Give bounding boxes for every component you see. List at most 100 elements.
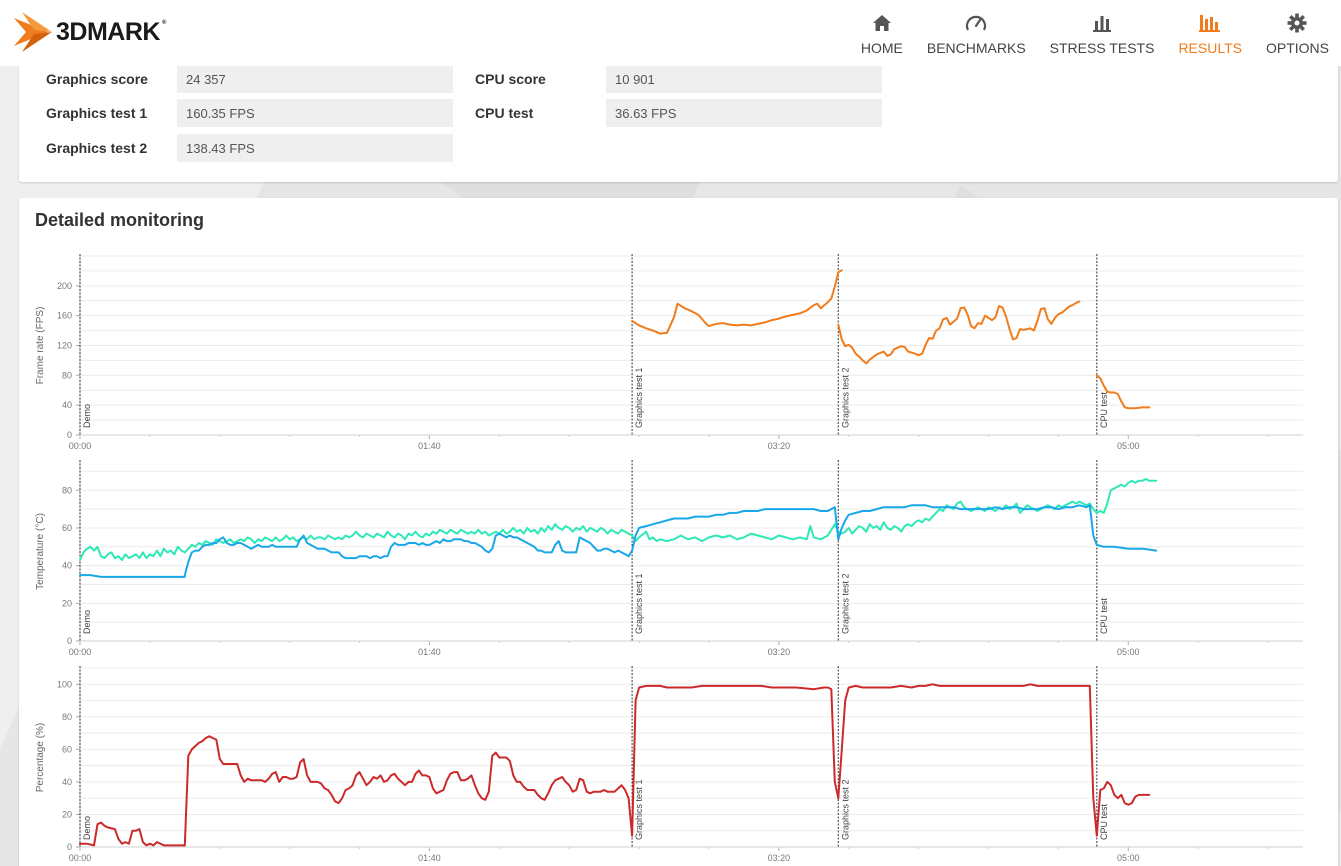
cpu-score-label: CPU score	[475, 71, 546, 87]
results-icon	[1199, 12, 1221, 34]
test-marker-label: Demo	[82, 610, 92, 634]
series-line	[1095, 374, 1151, 410]
series-line	[631, 523, 840, 543]
series-line	[837, 300, 1081, 365]
graphics-score-label: Graphics score	[46, 71, 148, 87]
graphics-test2-label: Graphics test 2	[46, 140, 148, 156]
test-marker-label: CPU test	[1099, 391, 1109, 428]
chart-1: 0 40 80 120 160 200 Frame rate (FPS) 00:00 01:40…	[35, 254, 1303, 451]
series-line	[1095, 543, 1158, 552]
nav-results-label: RESULTS	[1178, 40, 1242, 56]
graphics-score-row: Graphics score 24 357	[46, 65, 453, 93]
cpu-test-value: 36.63 FPS	[606, 99, 882, 127]
y-tick-label: 20	[62, 809, 72, 819]
nav-options[interactable]: OPTIONS	[1266, 0, 1329, 66]
y-tick-label: 80	[62, 712, 72, 722]
graphics-test2-row: Graphics test 2 138.43 FPS	[46, 134, 453, 162]
cpu-test-label: CPU test	[475, 105, 534, 121]
x-tick-label: 05:00	[1117, 647, 1140, 657]
monitoring-card: Detailed monitoring 0 40 80 120 160 200 Frame …	[19, 198, 1338, 866]
y-tick-label: 40	[62, 777, 72, 787]
x-tick-label: 01:40	[418, 853, 441, 863]
y-tick-label: 80	[62, 485, 72, 495]
monitoring-title: Detailed monitoring	[35, 210, 205, 230]
x-tick-label: 00:00	[69, 853, 92, 863]
app-header: 3DMARK ® HOME BENCHMARKS STRESS TESTS RES…	[0, 0, 1341, 66]
series-line	[837, 504, 1098, 546]
graphics-score-value: 24 357	[177, 65, 453, 93]
y-tick-label: 120	[57, 341, 72, 351]
test-marker-label: Graphics test 1	[634, 779, 644, 840]
x-tick-label: 03:20	[768, 853, 791, 863]
test-marker-label: Graphics test 1	[634, 367, 644, 428]
nav-benchmarks[interactable]: BENCHMARKS	[927, 0, 1026, 66]
x-tick-label: 03:20	[768, 441, 791, 451]
test-marker-label: Graphics test 2	[840, 573, 850, 634]
y-tick-label: 0	[67, 636, 72, 646]
y-axis-label: Frame rate (FPS)	[35, 307, 46, 385]
app-logo[interactable]: 3DMARK ®	[12, 10, 166, 54]
x-tick-label: 01:40	[418, 441, 441, 451]
nav-home-label: HOME	[860, 40, 903, 56]
test-marker-label: CPU test	[1099, 803, 1109, 840]
y-tick-label: 40	[62, 400, 72, 410]
test-marker-label: Graphics test 2	[840, 779, 850, 840]
x-tick-label: 01:40	[418, 647, 441, 657]
test-marker-label: Demo	[82, 404, 92, 428]
y-tick-label: 60	[62, 744, 72, 754]
y-tick-label: 160	[57, 311, 72, 321]
y-tick-label: 60	[62, 523, 72, 533]
series-line	[79, 735, 634, 847]
graphics-test2-value: 138.43 FPS	[177, 134, 453, 162]
test-marker-label: Graphics test 1	[634, 573, 644, 634]
series-line	[631, 506, 840, 552]
cpu-test-row: CPU test 36.63 FPS	[475, 99, 882, 127]
nav-stress-tests[interactable]: STRESS TESTS	[1049, 0, 1155, 66]
nav-stress-tests-label: STRESS TESTS	[1049, 40, 1155, 56]
y-tick-label: 80	[62, 370, 72, 380]
graphics-test1-value: 160.35 FPS	[177, 99, 453, 127]
y-tick-label: 0	[67, 842, 72, 852]
series-line	[837, 683, 1098, 837]
nav-home[interactable]: HOME	[861, 0, 903, 66]
chart-2: 0 20 40 60 80 Temperature (°C) 00:00 01:40 03:20…	[35, 460, 1303, 657]
chart-3: 0 20 40 60 80 100 Percentage (%) 00:00 01:40 03:2…	[35, 666, 1303, 863]
x-tick-label: 05:00	[1117, 441, 1140, 451]
y-axis-label: Temperature (°C)	[35, 513, 46, 590]
nav-benchmarks-label: BENCHMARKS	[926, 40, 1026, 56]
cpu-score-value: 10 901	[606, 65, 882, 93]
score-card: Graphics score 24 357 Graphics test 1 16…	[19, 62, 1338, 182]
logo-text: 3DMARK ®	[56, 17, 166, 46]
y-tick-label: 100	[57, 679, 72, 689]
test-marker-label: CPU test	[1099, 597, 1109, 634]
x-tick-label: 05:00	[1117, 853, 1140, 863]
gear-icon	[1287, 12, 1307, 34]
y-tick-label: 200	[57, 281, 72, 291]
y-tick-label: 40	[62, 561, 72, 571]
nav-results[interactable]: RESULTS	[1178, 0, 1242, 66]
graphics-test1-label: Graphics test 1	[46, 105, 148, 121]
y-tick-label: 20	[62, 598, 72, 608]
x-tick-label: 00:00	[69, 441, 92, 451]
cpu-score-row: CPU score 10 901	[475, 65, 882, 93]
y-tick-label: 0	[67, 430, 72, 440]
3dmark-logo-icon	[14, 12, 52, 52]
series-line	[837, 500, 1098, 535]
series-line	[1095, 780, 1151, 837]
series-line	[1095, 478, 1158, 514]
bar-chart-icon	[1092, 12, 1112, 34]
series-line	[631, 684, 840, 837]
series-line	[79, 523, 634, 561]
nav-options-label: OPTIONS	[1265, 40, 1329, 56]
main-nav: HOME BENCHMARKS STRESS TESTS RESULTS	[849, 0, 1341, 66]
x-tick-label: 03:20	[768, 647, 791, 657]
gauge-icon	[965, 12, 987, 34]
x-tick-label: 00:00	[69, 647, 92, 657]
series-line	[631, 269, 843, 335]
test-marker-label: Demo	[82, 816, 92, 840]
graphics-test1-row: Graphics test 1 160.35 FPS	[46, 99, 453, 127]
series-line	[79, 532, 634, 578]
test-marker-label: Graphics test 2	[840, 367, 850, 428]
y-axis-label: Percentage (%)	[35, 723, 46, 792]
